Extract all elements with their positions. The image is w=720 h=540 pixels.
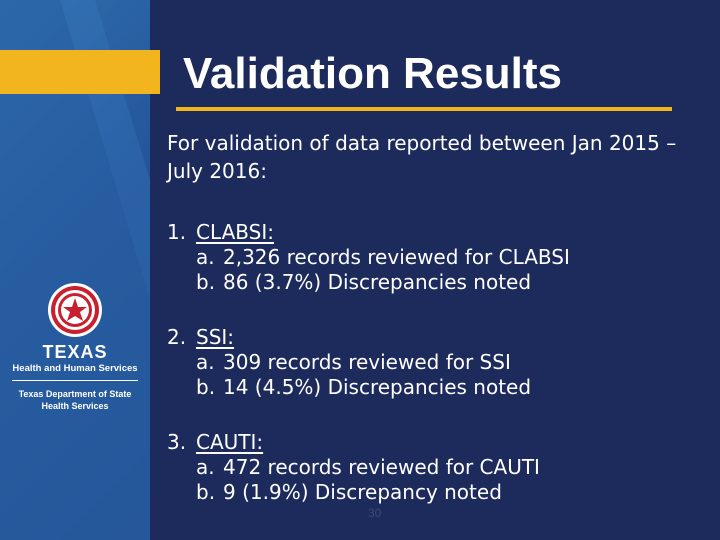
item-label: CAUTI: [196, 430, 264, 454]
title-underline [176, 107, 672, 111]
sub-item-letter: b. [196, 375, 216, 399]
sub-item: a. 2,326 records reviewed for CLABSI [196, 245, 687, 270]
sub-item-text: 9 (1.9%) Discrepancy noted [223, 480, 502, 504]
sub-item-letter: a. [196, 245, 215, 269]
page-number: 30 [368, 506, 382, 520]
sub-item: b. 9 (1.9%) Discrepancy noted [196, 480, 687, 505]
item-number: 2. [167, 325, 187, 349]
list-item: 1. CLABSI: a. 2,326 records reviewed for… [167, 220, 687, 295]
logo-department: Texas Department of State Health Service… [8, 388, 142, 412]
logo-divider [12, 380, 138, 381]
item-label: SSI: [196, 325, 235, 349]
intro-text: For validation of data reported between … [167, 131, 677, 183]
sub-item-letter: a. [196, 350, 215, 374]
sub-list: a. 472 records reviewed for CAUTI b. 9 (… [167, 455, 687, 505]
sub-item-letter: b. [196, 270, 216, 294]
list-item: 2. SSI: a. 309 records reviewed for SSI … [167, 325, 687, 400]
item-number: 1. [167, 220, 187, 244]
sub-item: b. 14 (4.5%) Discrepancies noted [196, 375, 687, 400]
item-label: CLABSI: [196, 220, 274, 244]
sub-item-text: 86 (3.7%) Discrepancies noted [223, 270, 532, 294]
logo-department-line1: Texas Department of State [18, 389, 132, 399]
sub-item-letter: b. [196, 480, 216, 504]
sub-item-text: 472 records reviewed for CAUTI [223, 455, 540, 479]
sub-item-text: 309 records reviewed for SSI [223, 350, 511, 374]
sub-item: b. 86 (3.7%) Discrepancies noted [196, 270, 687, 295]
logo-department-line2: Health Services [41, 401, 109, 411]
sub-list: a. 309 records reviewed for SSI b. 14 (4… [167, 350, 687, 400]
list-item: 3. CAUTI: a. 472 records reviewed for CA… [167, 430, 687, 505]
page-title: Validation Results [183, 49, 562, 98]
sub-item-text: 2,326 records reviewed for CLABSI [223, 245, 570, 269]
item-number: 3. [167, 430, 187, 454]
logo-subtitle: Health and Human Services [12, 363, 138, 374]
sub-item-letter: a. [196, 455, 215, 479]
texas-hhs-logo: TEXAS Health and Human Services Texas De… [8, 282, 142, 417]
sub-list: a. 2,326 records reviewed for CLABSI b. … [167, 245, 687, 295]
results-list: 1. CLABSI: a. 2,326 records reviewed for… [167, 220, 687, 535]
title-accent-bar [0, 50, 160, 94]
sub-item-text: 14 (4.5%) Discrepancies noted [223, 375, 532, 399]
logo-texas-word: TEXAS [42, 342, 108, 362]
sub-item: a. 472 records reviewed for CAUTI [196, 455, 687, 480]
texas-seal-icon [48, 283, 102, 337]
sub-item: a. 309 records reviewed for SSI [196, 350, 687, 375]
